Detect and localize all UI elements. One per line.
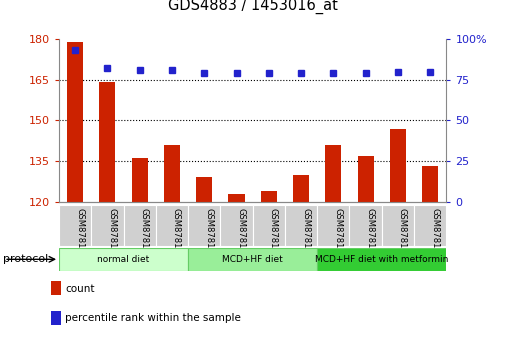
Bar bbox=[414, 205, 446, 246]
Text: GSM878126: GSM878126 bbox=[398, 208, 407, 259]
Text: percentile rank within the sample: percentile rank within the sample bbox=[66, 313, 241, 323]
Bar bbox=[100, 82, 115, 202]
Text: GSM878118: GSM878118 bbox=[140, 208, 149, 259]
Bar bbox=[156, 205, 188, 246]
Bar bbox=[124, 205, 156, 246]
Text: GSM878125: GSM878125 bbox=[366, 208, 374, 259]
Text: GSM878119: GSM878119 bbox=[172, 208, 181, 259]
Text: MCD+HF diet with metformin: MCD+HF diet with metformin bbox=[315, 255, 448, 264]
Text: GSM878127: GSM878127 bbox=[430, 208, 439, 259]
Bar bbox=[67, 42, 83, 202]
Bar bbox=[51, 311, 61, 325]
Bar bbox=[196, 177, 212, 202]
Text: protocol: protocol bbox=[3, 254, 48, 264]
Bar bbox=[349, 205, 382, 246]
Bar bbox=[325, 145, 342, 202]
Bar bbox=[422, 166, 438, 202]
Text: count: count bbox=[66, 284, 95, 294]
Bar bbox=[91, 205, 124, 246]
Bar bbox=[132, 158, 148, 202]
Text: GSM878124: GSM878124 bbox=[333, 208, 342, 259]
Bar bbox=[59, 205, 91, 246]
Bar bbox=[317, 248, 446, 271]
Bar bbox=[228, 194, 245, 202]
Text: GDS4883 / 1453016_at: GDS4883 / 1453016_at bbox=[168, 0, 338, 14]
Bar bbox=[188, 248, 317, 271]
Bar bbox=[221, 205, 252, 246]
Text: normal diet: normal diet bbox=[97, 255, 150, 264]
Bar bbox=[382, 205, 414, 246]
Bar bbox=[188, 205, 221, 246]
Bar bbox=[293, 175, 309, 202]
Text: MCD+HF diet: MCD+HF diet bbox=[222, 255, 283, 264]
Bar bbox=[390, 129, 406, 202]
Bar bbox=[317, 205, 349, 246]
Text: GSM878121: GSM878121 bbox=[236, 208, 246, 259]
Text: GSM878116: GSM878116 bbox=[75, 208, 84, 259]
Bar bbox=[358, 156, 373, 202]
Bar bbox=[164, 145, 180, 202]
Text: GSM878120: GSM878120 bbox=[204, 208, 213, 259]
Text: GSM878122: GSM878122 bbox=[269, 208, 278, 259]
Text: GSM878123: GSM878123 bbox=[301, 208, 310, 259]
Bar bbox=[285, 205, 317, 246]
Bar bbox=[51, 281, 61, 295]
Bar bbox=[252, 205, 285, 246]
Text: GSM878117: GSM878117 bbox=[107, 208, 116, 259]
Bar bbox=[261, 191, 277, 202]
Bar bbox=[59, 248, 188, 271]
